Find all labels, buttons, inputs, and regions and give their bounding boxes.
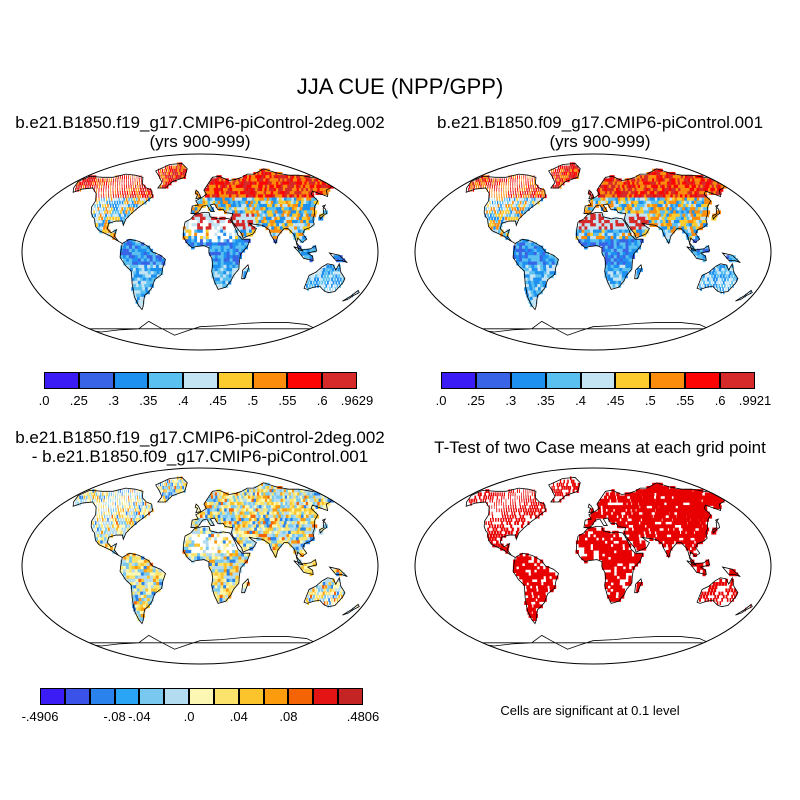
colorbar-tick-label: .9629 bbox=[340, 393, 374, 408]
map-panel-1 bbox=[21, 153, 379, 351]
map-panel-4 bbox=[414, 467, 772, 665]
panel-2-title: b.e21.B1850.f09_g17.CMIP6-piControl.001 … bbox=[400, 113, 800, 151]
colorbar-tick-label: .0 bbox=[183, 709, 195, 724]
colorbar-swatch bbox=[148, 372, 184, 389]
colorbar-swatch bbox=[238, 688, 264, 705]
colorbar-tick-label: .3 bbox=[505, 393, 517, 408]
figure-title: JJA CUE (NPP/GPP) bbox=[296, 74, 504, 99]
colorbar-tick-label: .25 bbox=[69, 393, 88, 408]
colorbar-tick-label: .3 bbox=[108, 393, 119, 408]
colorbar-swatch bbox=[650, 372, 686, 389]
panel-3-title-line1: b.e21.B1850.f19_g17.CMIP6-piControl-2deg… bbox=[15, 428, 385, 447]
colorbar-swatch bbox=[78, 372, 114, 389]
colorbar-swatch bbox=[217, 372, 253, 389]
colorbar-swatch bbox=[322, 372, 357, 389]
colorbar-swatch bbox=[580, 372, 616, 389]
colorbar-swatch bbox=[252, 372, 288, 389]
panel-3-title: b.e21.B1850.f19_g17.CMIP6-piControl-2deg… bbox=[0, 428, 400, 466]
map-panel-3 bbox=[21, 467, 379, 665]
colorbar-tick-label: .55 bbox=[278, 393, 297, 408]
colorbar-swatch bbox=[288, 688, 314, 705]
colorbar-swatch bbox=[44, 372, 79, 389]
colorbar-tick-label: -.4906 bbox=[21, 709, 59, 724]
colorbar-tick-label: .45 bbox=[208, 393, 227, 408]
colorbar-tick-label: -.04 bbox=[128, 709, 151, 724]
panel-1-title-line1: b.e21.B1850.f19_g17.CMIP6-piControl-2deg… bbox=[15, 113, 385, 132]
colorbar-tick-label: .4806 bbox=[346, 709, 380, 724]
colorbar-swatch bbox=[113, 372, 149, 389]
colorbar-tick-label: -.08 bbox=[103, 709, 126, 724]
colorbar-swatch bbox=[338, 688, 363, 705]
panel-3-title-line2: - b.e21.B1850.f09_g17.CMIP6-piControl.00… bbox=[31, 447, 369, 466]
colorbar-tick-label: .5 bbox=[247, 393, 259, 408]
colorbar-swatch bbox=[313, 688, 339, 705]
colorbar-swatch bbox=[40, 688, 65, 705]
panel-1-title-line2: (yrs 900-999) bbox=[149, 132, 251, 151]
colorbar-swatch bbox=[114, 688, 140, 705]
colorbar-swatch bbox=[89, 688, 115, 705]
colorbar-swatch bbox=[139, 688, 165, 705]
colorbar-1: .0 .25 .3 .35 .4 .45 .5 .55 .6 .9629 bbox=[39, 372, 373, 412]
significance-note: Cells are significant at 0.1 level bbox=[500, 703, 680, 718]
panel-2-title-line2: (yrs 900-999) bbox=[549, 132, 651, 151]
colorbar-swatch bbox=[164, 688, 190, 705]
colorbar-tick-label: .6 bbox=[316, 393, 328, 408]
panel-4-title: T-Test of two Case means at each grid po… bbox=[400, 438, 800, 457]
colorbar-swatch bbox=[287, 372, 323, 389]
colorbar-tick-label: .4 bbox=[575, 393, 586, 408]
colorbar-swatch bbox=[545, 372, 581, 389]
colorbar-swatch bbox=[64, 688, 90, 705]
colorbar-tick-label: .45 bbox=[606, 393, 625, 408]
colorbar-tick-label: .5 bbox=[644, 393, 656, 408]
colorbar-swatch bbox=[475, 372, 511, 389]
colorbar-swatch bbox=[720, 372, 755, 389]
colorbar-swatch bbox=[189, 688, 214, 705]
colorbar-3: -.4906 -.08 -.04 .0 .04 .08 .4806 bbox=[22, 688, 379, 728]
colorbar-tick-label: .35 bbox=[139, 393, 158, 408]
panel-4-title-line1: T-Test of two Case means at each grid po… bbox=[434, 438, 766, 457]
colorbar-tick-label: .08 bbox=[279, 709, 298, 724]
colorbar-2: .0 .25 .3 .35 .4 .45 .5 .55 .6 .9921 bbox=[436, 372, 771, 412]
panel-1-title: b.e21.B1850.f19_g17.CMIP6-piControl-2deg… bbox=[0, 113, 400, 151]
colorbar-tick-label: .55 bbox=[676, 393, 695, 408]
colorbar-swatch bbox=[685, 372, 721, 389]
colorbar-swatch bbox=[183, 372, 218, 389]
map-panel-2 bbox=[414, 153, 772, 351]
colorbar-tick-label: .4 bbox=[177, 393, 189, 408]
colorbar-swatch bbox=[213, 688, 239, 705]
colorbar-swatch bbox=[615, 372, 651, 389]
colorbar-tick-label: .25 bbox=[466, 393, 485, 408]
colorbar-tick-label: .6 bbox=[714, 393, 726, 408]
colorbar-tick-label: .0 bbox=[38, 393, 50, 408]
panel-2-title-line1: b.e21.B1850.f09_g17.CMIP6-piControl.001 bbox=[436, 113, 764, 132]
colorbar-tick-label: .9921 bbox=[738, 393, 772, 408]
colorbar-tick-label: .35 bbox=[536, 393, 555, 408]
colorbar-swatch bbox=[441, 372, 476, 389]
colorbar-swatch bbox=[510, 372, 546, 389]
colorbar-swatch bbox=[263, 688, 289, 705]
colorbar-tick-label: .04 bbox=[229, 709, 248, 724]
colorbar-tick-label: .0 bbox=[435, 393, 447, 408]
